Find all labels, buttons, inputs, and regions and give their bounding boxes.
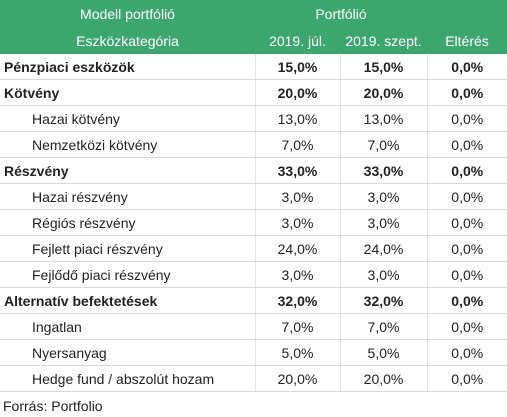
table-row: Fejlett piaci részvény 24,0% 24,0% 0,0% bbox=[0, 235, 507, 262]
category-cell: Régiós részvény bbox=[0, 209, 255, 236]
value-cell: 32,0% bbox=[254, 287, 340, 314]
value-cell: 20,0% bbox=[339, 365, 428, 392]
value-cell: 3,0% bbox=[339, 183, 428, 210]
category-cell: Részvény bbox=[0, 157, 255, 184]
source-note: Forrás: Portfolio bbox=[3, 398, 103, 414]
value-cell: 20,0% bbox=[339, 79, 428, 106]
value-cell: 32,0% bbox=[339, 287, 428, 314]
category-cell: Hazai részvény bbox=[0, 183, 255, 210]
table-row: Hedge fund / abszolút hozam 20,0% 20,0% 0,0… bbox=[0, 365, 507, 392]
table-row: Kötvény 20,0% 20,0% 0,0% bbox=[0, 79, 507, 106]
category-cell: Pénzpiaci eszközök bbox=[0, 54, 255, 80]
header-cell: Portfólió bbox=[255, 0, 428, 27]
value-cell: 0,0% bbox=[426, 157, 507, 184]
value-cell: 15,0% bbox=[254, 54, 340, 80]
value-cell: 5,0% bbox=[254, 339, 340, 366]
table-row: Alternatív befektetések 32,0% 32,0% 0,0% bbox=[0, 287, 507, 314]
value-cell: 3,0% bbox=[339, 261, 428, 288]
table-row: Nemzetközi kötvény 7,0% 7,0% 0,0% bbox=[0, 131, 507, 158]
value-cell: 0,0% bbox=[426, 365, 507, 392]
value-cell: 3,0% bbox=[254, 209, 340, 236]
category-cell: Fejlett piaci részvény bbox=[0, 235, 255, 262]
value-cell: 33,0% bbox=[339, 157, 428, 184]
value-cell: 0,0% bbox=[426, 209, 507, 236]
table-row: Hazai részvény 3,0% 3,0% 0,0% bbox=[0, 183, 507, 210]
value-cell: 0,0% bbox=[426, 54, 507, 80]
category-cell: Hedge fund / abszolút hozam bbox=[0, 365, 255, 392]
header-row: Eszközkategória 2019. júl. 2019. szept. … bbox=[0, 27, 507, 54]
value-cell: 20,0% bbox=[254, 79, 340, 106]
value-cell: 13,0% bbox=[254, 105, 340, 132]
value-cell: 0,0% bbox=[426, 235, 507, 262]
value-cell: 20,0% bbox=[254, 365, 340, 392]
value-cell: 0,0% bbox=[426, 287, 507, 314]
value-cell: 3,0% bbox=[254, 183, 340, 210]
header-cell: Eltérés bbox=[427, 27, 507, 54]
value-cell: 7,0% bbox=[254, 313, 340, 340]
category-cell: Fejlődő piaci részvény bbox=[0, 261, 255, 288]
table-row: Pénzpiaci eszközök 15,0% 15,0% 0,0% bbox=[0, 54, 507, 80]
category-cell: Kötvény bbox=[0, 79, 255, 106]
value-cell: 13,0% bbox=[339, 105, 428, 132]
category-cell: Alternatív befektetések bbox=[0, 287, 255, 314]
header-cell: Modell portfólió bbox=[0, 0, 255, 27]
category-cell: Ingatlan bbox=[0, 313, 255, 340]
value-cell: 7,0% bbox=[254, 131, 340, 158]
value-cell: 15,0% bbox=[339, 54, 428, 80]
table-row: Ingatlan 7,0% 7,0% 0,0% bbox=[0, 313, 507, 340]
value-cell: 0,0% bbox=[426, 183, 507, 210]
value-cell: 0,0% bbox=[426, 261, 507, 288]
header-cell bbox=[427, 0, 507, 27]
header-cell: 2019. júl. bbox=[255, 27, 340, 54]
value-cell: 33,0% bbox=[254, 157, 340, 184]
value-cell: 7,0% bbox=[339, 131, 428, 158]
value-cell: 0,0% bbox=[426, 313, 507, 340]
table-row: Régiós részvény 3,0% 3,0% 0,0% bbox=[0, 209, 507, 236]
header-row: Modell portfólió Portfólió bbox=[0, 0, 507, 27]
category-cell: Nemzetközi kötvény bbox=[0, 131, 255, 158]
table-row: Nyersanyag 5,0% 5,0% 0,0% bbox=[0, 339, 507, 366]
table-row: Fejlődő piaci részvény 3,0% 3,0% 0,0% bbox=[0, 261, 507, 288]
table-body: Pénzpiaci eszközök 15,0% 15,0% 0,0% Kötvény 2… bbox=[0, 54, 507, 392]
value-cell: 0,0% bbox=[426, 339, 507, 366]
value-cell: 0,0% bbox=[426, 79, 507, 106]
allocation-table: Modell portfólió Portfólió Eszközkategór… bbox=[0, 0, 507, 392]
category-cell: Nyersanyag bbox=[0, 339, 255, 366]
value-cell: 0,0% bbox=[426, 131, 507, 158]
header-cell: Eszközkategória bbox=[0, 27, 255, 54]
header-cell: 2019. szept. bbox=[340, 27, 428, 54]
value-cell: 24,0% bbox=[339, 235, 428, 262]
table-row: Hazai kötvény 13,0% 13,0% 0,0% bbox=[0, 105, 507, 132]
value-cell: 3,0% bbox=[339, 209, 428, 236]
category-cell: Hazai kötvény bbox=[0, 105, 255, 132]
value-cell: 24,0% bbox=[254, 235, 340, 262]
value-cell: 3,0% bbox=[254, 261, 340, 288]
value-cell: 0,0% bbox=[426, 105, 507, 132]
value-cell: 7,0% bbox=[339, 313, 428, 340]
table-row: Részvény 33,0% 33,0% 0,0% bbox=[0, 157, 507, 184]
value-cell: 5,0% bbox=[339, 339, 428, 366]
